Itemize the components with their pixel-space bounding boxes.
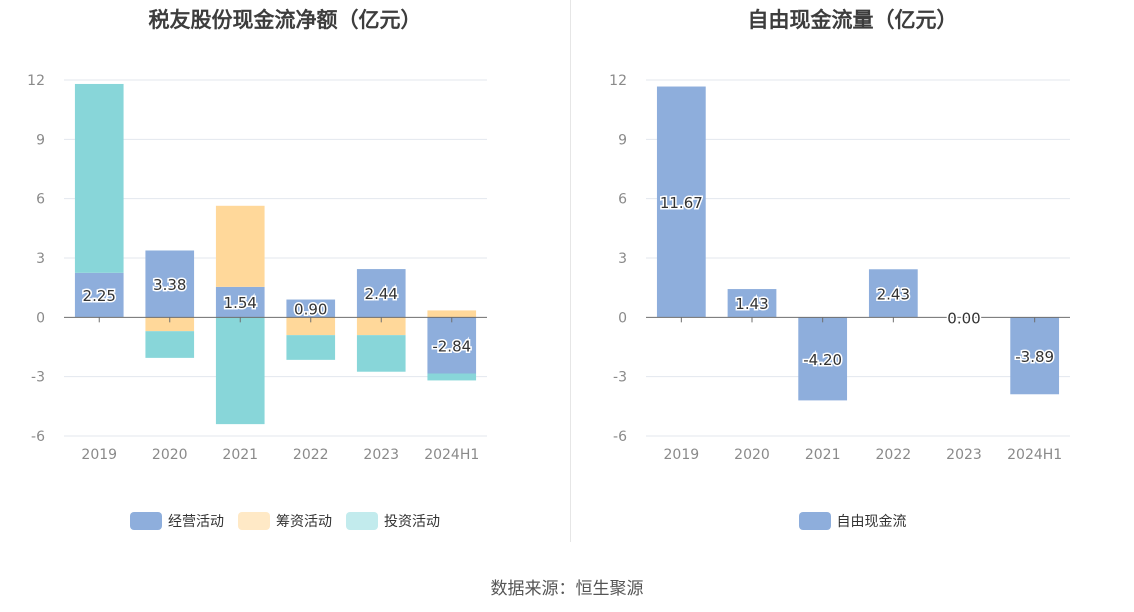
legend-swatch (130, 512, 162, 530)
x-tick-label: 2020 (152, 447, 188, 463)
data-label: -4.20 (803, 351, 842, 369)
legend-item[interactable]: 自由现金流 (798, 511, 907, 531)
bar-2021-series-0 (798, 317, 848, 401)
y-tick-label: 12 (609, 73, 627, 89)
legend-label: 经营活动 (168, 514, 224, 530)
y-tick-label: 0 (36, 310, 45, 326)
panel-divider (570, 0, 571, 542)
x-tick-label: 2019 (81, 447, 117, 463)
y-tick-label: 0 (618, 310, 627, 326)
chart-title: 税友股份现金流净额（亿元） (148, 8, 422, 32)
y-tick-label: 12 (27, 73, 45, 89)
bar-2024H1-series-0 (1010, 317, 1060, 395)
bar-2020-series-1 (145, 317, 195, 332)
legend-label: 筹资活动 (276, 514, 332, 530)
data-label: 1.54 (224, 294, 257, 312)
x-tick-label: 2021 (222, 447, 258, 463)
legend-swatch (798, 512, 831, 530)
x-tick-label: 2022 (876, 447, 912, 463)
data-label: -2.84 (432, 337, 471, 355)
bar-2023-series-2 (356, 335, 406, 372)
x-tick-label: 2024H1 (1007, 447, 1062, 463)
bar-2021-series-2 (215, 317, 265, 425)
data-label: 0.00 (947, 309, 980, 327)
bar-2024H1-series-0 (427, 317, 477, 374)
data-label: -3.89 (1015, 348, 1054, 366)
bar-2023-series-1 (356, 317, 406, 336)
bar-2022-series-1 (286, 317, 336, 336)
data-label: 0.90 (294, 300, 327, 318)
cash-flow-net-chart: 税友股份现金流净额（亿元） 12 9 6 3 0 -3 -6 2.25 3.38 1.54 0.90… (0, 0, 570, 550)
data-label: 2.43 (877, 285, 910, 303)
y-tick-label: 3 (36, 251, 45, 267)
legend-item[interactable]: 投资活动 (346, 511, 440, 531)
y-tick-label: -3 (31, 370, 45, 386)
bar-2024H1-series-2 (427, 373, 477, 381)
bar-2022-series-0 (286, 299, 336, 318)
bar-2019-series-0 (656, 86, 706, 318)
x-tick-label: 2023 (363, 447, 399, 463)
bar-2019-series-2 (74, 83, 124, 273)
data-label: 11.67 (660, 194, 703, 212)
y-tick-label: 9 (618, 132, 627, 148)
bar-2024H1-series-1 (427, 310, 477, 318)
legend-item[interactable]: 经营活动 (130, 511, 224, 531)
free-cash-flow-plot: 12 9 6 3 0 -3 -6 11.67 1.43 -4.20 2.43 0.00 -3.89 201… (609, 73, 1070, 463)
legend-swatch (238, 512, 270, 530)
x-tick-label: 2022 (293, 447, 329, 463)
bar-2020-series-0 (727, 289, 777, 318)
data-label: 1.43 (735, 295, 768, 313)
free-cash-flow-chart: 自由现金流量（亿元） 12 9 6 3 0 -3 -6 11.67 1.43 -4.20 2.43 0… (571, 0, 1134, 550)
legend-label: 自由现金流 (836, 514, 907, 530)
y-tick-label: -6 (31, 429, 45, 445)
legend-swatch (346, 512, 378, 530)
bar-2021-series-1 (215, 205, 265, 287)
bar-2022-series-0 (868, 269, 918, 318)
bar-2021-series-0 (215, 286, 265, 318)
bar-2023-series-0 (356, 269, 406, 318)
data-label: 2.25 (83, 287, 116, 305)
y-tick-label: 6 (618, 192, 627, 208)
bar-2022-series-2 (286, 335, 336, 360)
data-source: 数据来源：恒生聚源 (490, 579, 644, 599)
chart-title: 自由现金流量（亿元） (747, 8, 958, 32)
x-tick-label: 2024H1 (424, 447, 479, 463)
x-tick-label: 2021 (805, 447, 841, 463)
y-tick-label: 3 (618, 251, 627, 267)
bar-2020-series-2 (145, 331, 195, 358)
y-tick-label: -6 (613, 429, 627, 445)
data-label: 3.38 (153, 276, 186, 294)
x-tick-label: 2019 (664, 447, 700, 463)
cash-flow-net-plot: 12 9 6 3 0 -3 -6 2.25 3.38 1.54 0.90 2.44 -2.84 2019 2… (27, 73, 487, 463)
x-tick-label: 2020 (734, 447, 770, 463)
y-tick-label: 9 (36, 132, 45, 148)
bar-2019-series-0 (74, 272, 124, 318)
data-label: 2.44 (365, 285, 398, 303)
x-tick-label: 2023 (946, 447, 982, 463)
y-tick-label: 6 (36, 192, 45, 208)
legend-item[interactable]: 筹资活动 (238, 511, 332, 531)
legend-label: 投资活动 (384, 514, 440, 530)
chart-legend: 自由现金流 (571, 511, 1134, 531)
bar-2020-series-0 (145, 250, 195, 318)
chart-legend: 经营活动 筹资活动 投资活动 (0, 511, 570, 531)
y-tick-label: -3 (613, 370, 627, 386)
